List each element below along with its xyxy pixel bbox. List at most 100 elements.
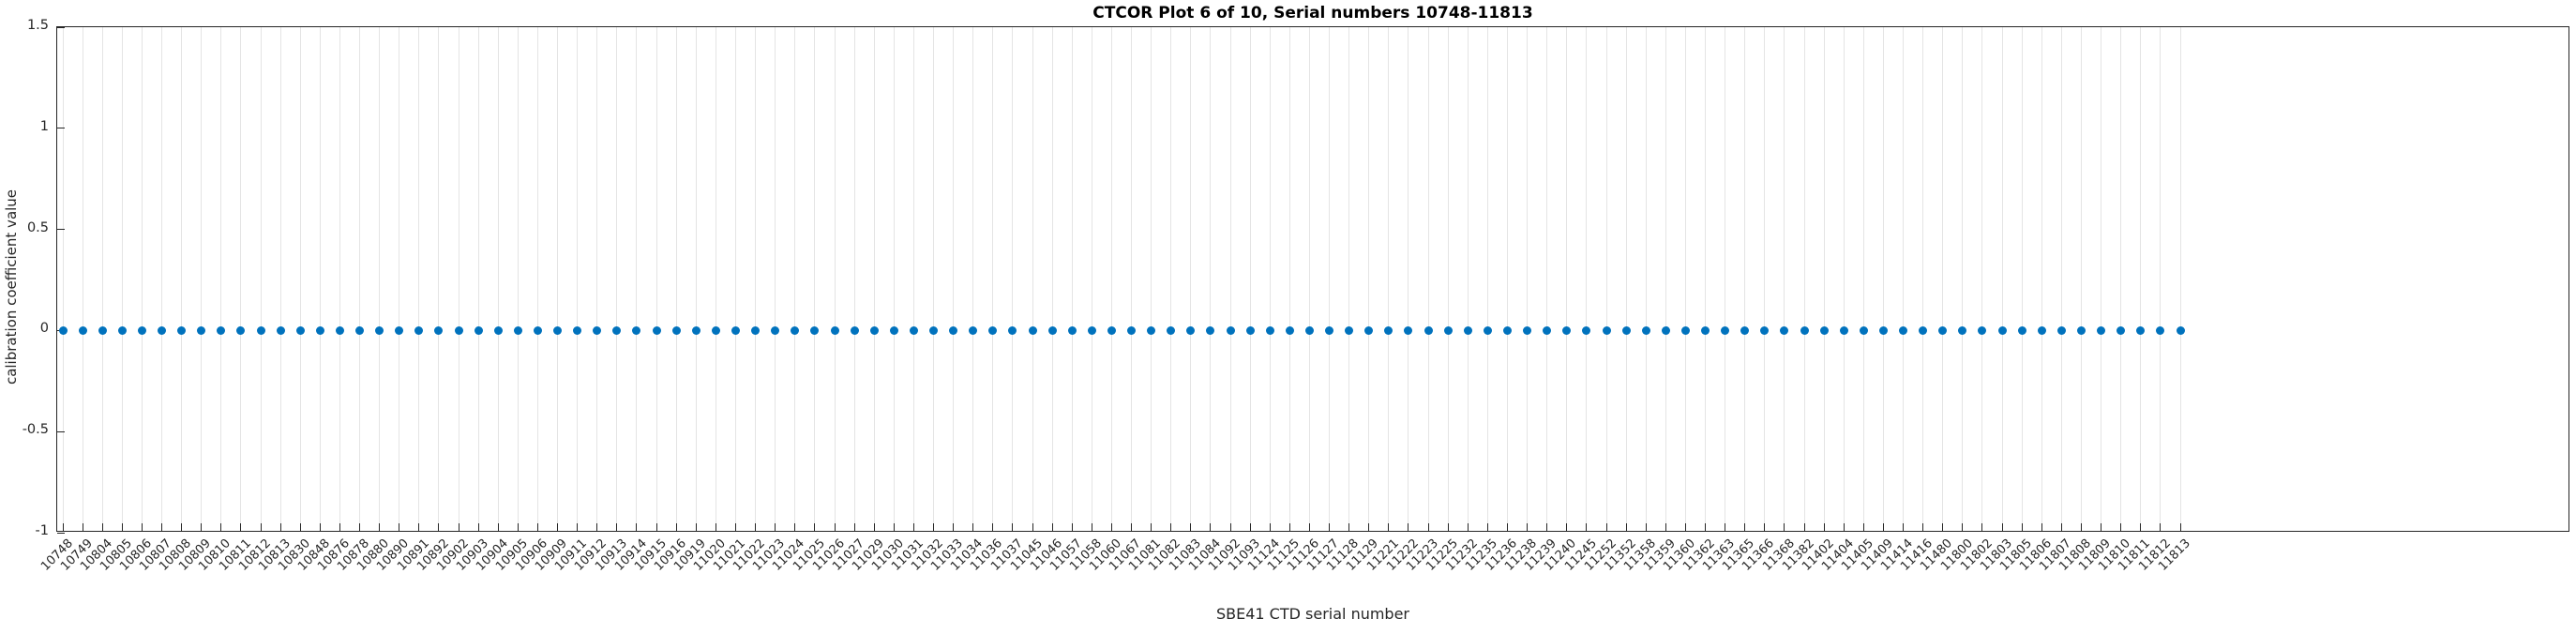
- data-point: [355, 325, 365, 335]
- data-point: [652, 325, 661, 335]
- data-point: [236, 325, 246, 335]
- data-point: [988, 325, 998, 335]
- data-point: [791, 325, 800, 335]
- plot-area: [56, 26, 2569, 534]
- x-tick-mark: [2080, 523, 2082, 531]
- y-tick-label: 0.5: [26, 219, 49, 235]
- x-tick-mark: [1388, 523, 1390, 531]
- gridline-x: [1803, 27, 1805, 531]
- x-tick-mark: [1012, 523, 1014, 531]
- x-tick-mark: [992, 523, 994, 531]
- x-tick-mark: [1546, 523, 1548, 531]
- gridline-x: [497, 27, 499, 531]
- gridline-x: [1684, 27, 1686, 531]
- data-point: [1760, 325, 1770, 335]
- data-point: [1087, 325, 1096, 335]
- gridline-x: [1486, 27, 1488, 531]
- data-point: [533, 325, 542, 335]
- x-tick-mark: [814, 523, 816, 531]
- x-tick-mark: [953, 523, 955, 531]
- gridline-x: [2120, 27, 2122, 531]
- y-tick-mark: [57, 26, 65, 28]
- y-tick-label: -0.5: [22, 422, 49, 438]
- data-point: [691, 325, 700, 335]
- gridline-x: [1032, 27, 1033, 531]
- x-tick-mark: [201, 523, 203, 531]
- x-tick-mark: [1625, 523, 1627, 531]
- data-point: [1047, 325, 1057, 335]
- gridline-x: [1862, 27, 1864, 531]
- data-point: [1067, 325, 1077, 335]
- gridline-x: [161, 27, 162, 531]
- data-point: [1602, 325, 1611, 335]
- y-tick-label: 1.5: [26, 18, 49, 33]
- data-point: [2176, 325, 2185, 335]
- data-point: [771, 325, 780, 335]
- gridline-x: [517, 27, 519, 531]
- gridline-x: [1051, 27, 1053, 531]
- x-tick-mark: [972, 523, 974, 531]
- gridline-x: [101, 27, 103, 531]
- data-point: [2097, 325, 2106, 335]
- gridline-x: [873, 27, 875, 531]
- gridline-x: [2080, 27, 2082, 531]
- x-tick-mark: [1605, 523, 1607, 531]
- y-axis-label: calibration coefficient value: [3, 189, 20, 385]
- data-point: [1562, 325, 1572, 335]
- x-tick-mark: [121, 523, 123, 531]
- data-point: [1938, 325, 1948, 335]
- x-tick-mark: [1527, 523, 1529, 531]
- data-point: [671, 325, 681, 335]
- gridline-x: [1784, 27, 1785, 531]
- gridline-x: [675, 27, 677, 531]
- gridline-x: [1110, 27, 1112, 531]
- gridline-x: [260, 27, 262, 531]
- data-point: [1245, 325, 1255, 335]
- x-tick-mark: [636, 523, 638, 531]
- gridline-x: [953, 27, 955, 531]
- data-point: [1186, 325, 1196, 335]
- x-axis-label: SBE41 CTD serial number: [1215, 605, 1410, 623]
- data-point: [1167, 325, 1176, 335]
- y-tick-mark: [57, 430, 65, 432]
- gridline-x: [339, 27, 340, 531]
- gridline-x: [616, 27, 618, 531]
- gridline-x: [933, 27, 935, 531]
- gridline-x: [1388, 27, 1390, 531]
- data-point: [58, 325, 68, 335]
- x-tick-mark: [2060, 523, 2062, 531]
- x-tick-mark: [794, 523, 796, 531]
- gridline-x: [141, 27, 143, 531]
- data-point: [454, 325, 463, 335]
- data-point: [869, 325, 879, 335]
- gridline-x: [201, 27, 203, 531]
- gridline-x: [1249, 27, 1251, 531]
- data-point: [929, 325, 939, 335]
- data-point: [1543, 325, 1552, 335]
- x-tick-mark: [1843, 523, 1845, 531]
- data-point: [1424, 325, 1433, 335]
- gridline-x: [557, 27, 559, 531]
- gridline-x: [220, 27, 222, 531]
- x-tick-mark: [1665, 523, 1666, 531]
- data-point: [1285, 325, 1294, 335]
- x-tick-mark: [62, 523, 64, 531]
- data-point: [137, 325, 146, 335]
- gridline-x: [2001, 27, 2003, 531]
- data-point: [295, 325, 305, 335]
- x-tick-mark: [2140, 523, 2142, 531]
- data-point: [2056, 325, 2066, 335]
- gridline-x: [279, 27, 281, 531]
- gridline-x: [775, 27, 776, 531]
- x-tick-mark: [2001, 523, 2003, 531]
- data-point: [474, 325, 483, 335]
- x-tick-mark: [1803, 523, 1805, 531]
- gridline-x: [1823, 27, 1825, 531]
- gridline-x: [1288, 27, 1290, 531]
- data-point: [2117, 325, 2126, 335]
- data-point: [276, 325, 285, 335]
- data-point: [513, 325, 522, 335]
- x-tick-mark: [1586, 523, 1588, 531]
- gridline-x: [1942, 27, 1944, 531]
- data-point: [1325, 325, 1334, 335]
